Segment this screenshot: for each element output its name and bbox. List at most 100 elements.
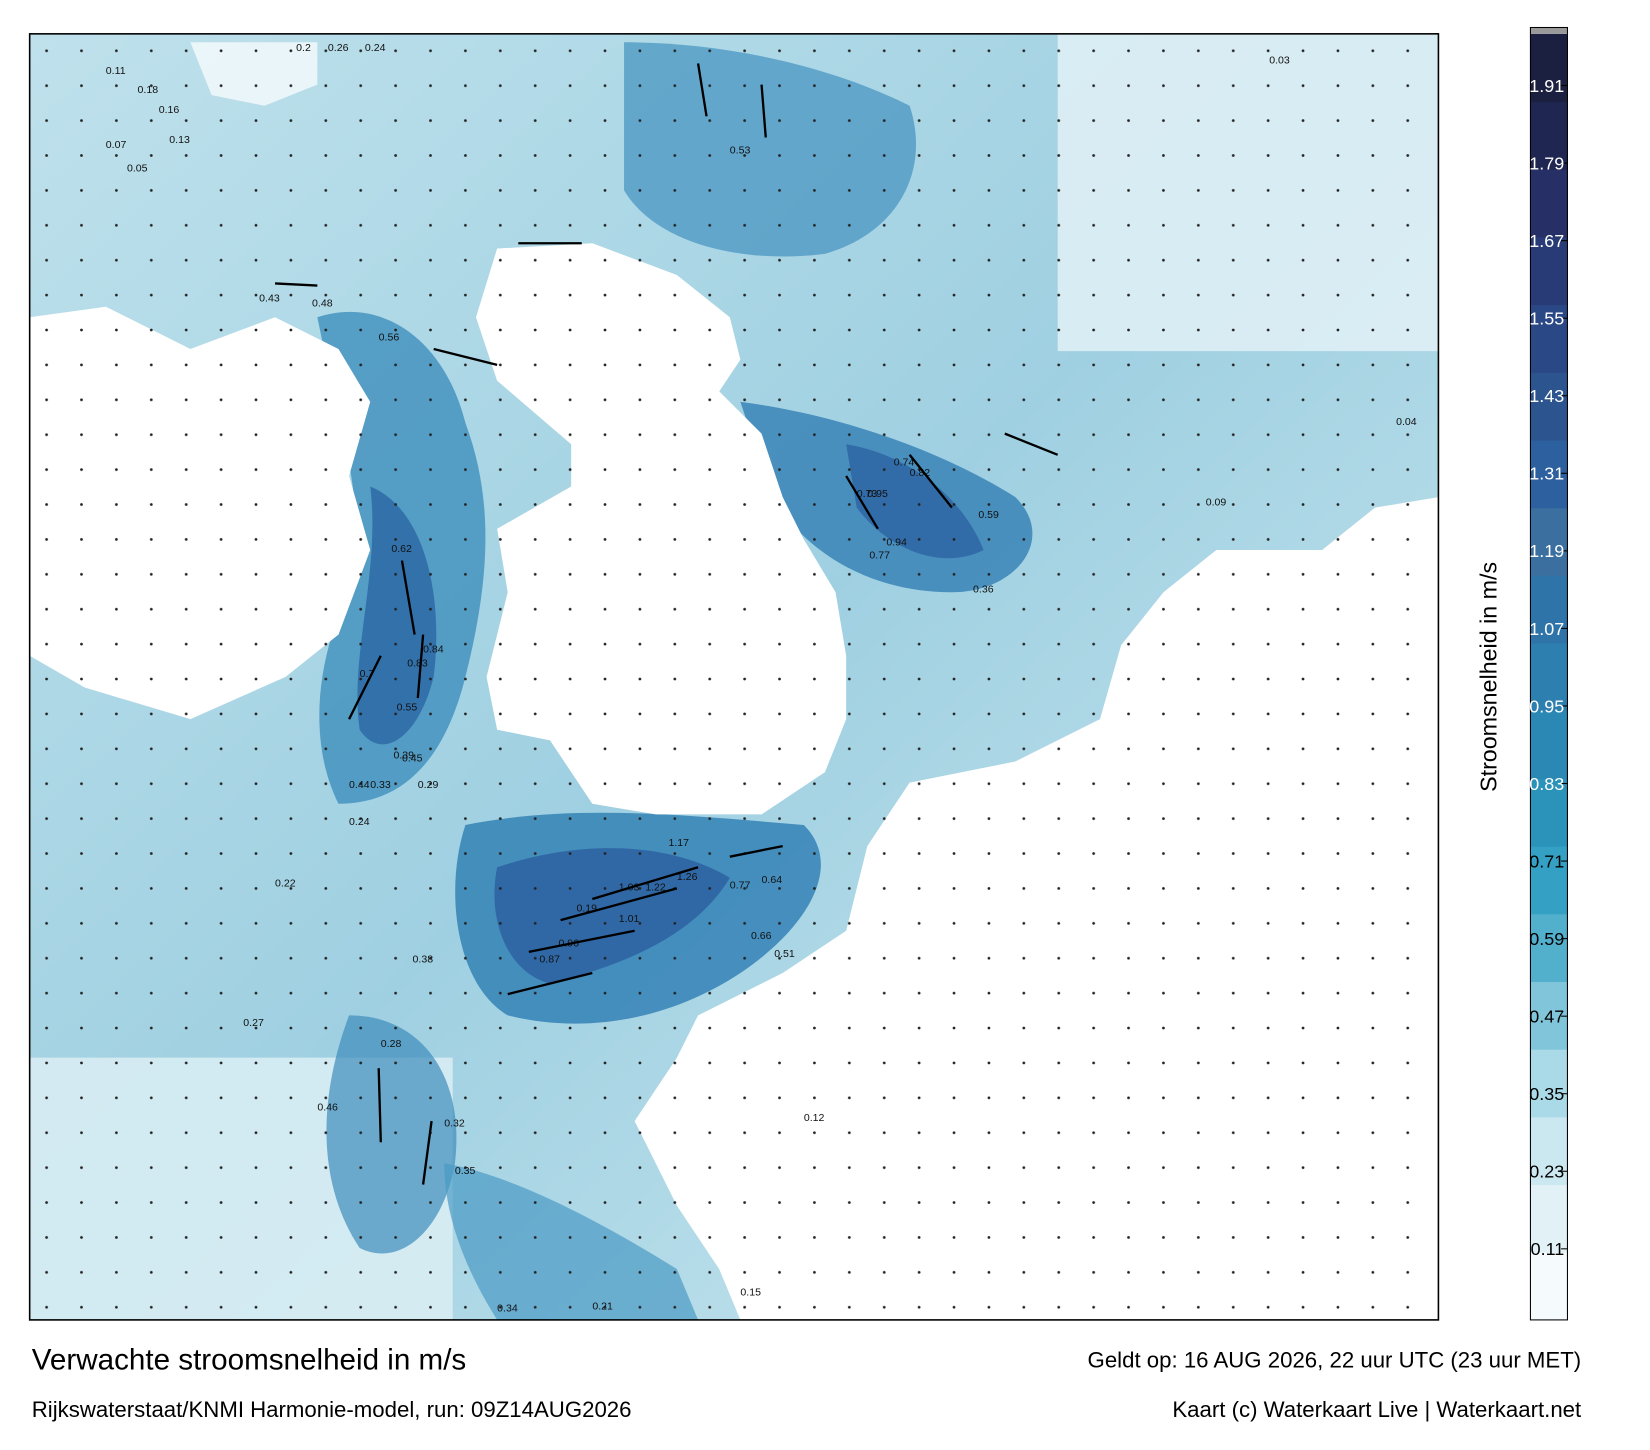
speed-label: 0.09 (1206, 497, 1227, 509)
colorbar-band (1530, 643, 1568, 712)
map-frame (28, 33, 1440, 1321)
colorbar-band (1530, 575, 1568, 644)
colorbar-tick-label: 1.43 (1529, 386, 1564, 406)
speed-label: 0.53 (730, 144, 751, 156)
speed-label: 0.12 (804, 1112, 825, 1124)
speed-label: 0.59 (978, 509, 999, 521)
speed-label: 0.62 (391, 543, 412, 555)
speed-label: 0.19 (576, 903, 597, 915)
current-arrow (760, 84, 767, 138)
current-arrow (908, 454, 953, 509)
colorbar-band (1530, 169, 1568, 238)
current-arrow (729, 844, 783, 858)
speed-label: 0.43 (259, 292, 280, 304)
speed-label: 0.74 (894, 456, 915, 468)
speed-label: 0.51 (774, 948, 795, 960)
current-arrow (433, 347, 498, 367)
colorbar-band (1530, 846, 1568, 915)
speed-label: 0.45 (402, 752, 423, 764)
speed-label: 0.44 (349, 779, 370, 791)
speed-label: 0.56 (379, 332, 400, 344)
speed-label: 0.27 (243, 1017, 264, 1029)
speed-label: 1.17 (668, 837, 689, 849)
credit: Kaart (c) Waterkaart Live | Waterkaart.n… (1172, 1397, 1581, 1422)
colorbar-band (1530, 236, 1568, 306)
speed-label: 0.16 (159, 104, 180, 116)
current-arrows (274, 63, 1059, 1185)
current-arrow (400, 560, 416, 635)
current-arrow (845, 475, 879, 530)
speed-label: 0.32 (444, 1117, 465, 1129)
speed-label: 0.24 (349, 816, 370, 828)
speed-label: 0.66 (751, 930, 772, 942)
speed-label: 0.87 (539, 953, 560, 965)
speed-label: 0.15 (740, 1287, 761, 1299)
colorbar-tick-label: 1.07 (1529, 619, 1564, 639)
colorbar-tick-label: 0.71 (1529, 851, 1564, 871)
colorbar-tick-label: 1.19 (1529, 541, 1564, 561)
speed-label: 0.35 (455, 1165, 476, 1177)
colorbar-tick-label: 0.11 (1531, 1239, 1565, 1259)
speed-label: 0.82 (910, 467, 931, 479)
speed-label: 0.36 (973, 583, 994, 595)
map-area: 0.2 0.26 0.24 0.11 0.180.16 0.13 0.070.05 0.43 0… (29, 33, 1439, 1320)
speed-label: 0.39 (393, 749, 414, 761)
colorbar-band (1530, 1184, 1568, 1253)
speed-label: 0.95 (867, 488, 888, 500)
speed-label: 1.01 (619, 913, 640, 925)
current-arrow (1004, 432, 1059, 456)
colorbar-band (1530, 33, 1568, 103)
colorbar-band (1530, 778, 1568, 847)
speed-label: 0.05 (127, 162, 148, 174)
speed-label: 0.46 (317, 1102, 338, 1114)
colorbar-tick-label: 0.83 (1529, 774, 1564, 794)
speed-label: 0.77 (869, 549, 890, 561)
current-arrow (377, 1068, 382, 1143)
colorbar: 0.11 0.23 0.35 0.47 0.59 0.71 0.83 0.95 1.07 1.19… (1529, 26, 1568, 1321)
speed-label: 0.24 (365, 42, 386, 54)
map-title: Verwachte stroomsnelheid in m/s (32, 1344, 466, 1377)
current-arrow (416, 634, 425, 699)
speed-label: 0.33 (370, 779, 391, 791)
speed-label: 0.22 (275, 877, 296, 889)
current-arrow (507, 971, 593, 996)
colorbar-tick-label: 1.91 (1529, 76, 1564, 96)
speed-label: 1.26 (677, 871, 698, 883)
speed-label: 0.29 (418, 779, 439, 791)
speed-label: 0.34 (497, 1302, 518, 1314)
colorbar-band (1530, 1116, 1568, 1186)
colorbar-tick-label: 0.95 (1529, 696, 1564, 716)
map-subtitle: Rijkswaterstaat/KNMI Harmonie-model, run… (32, 1397, 632, 1422)
vector-grid (29, 33, 1439, 1320)
colorbar-tick-label: 1.67 (1529, 231, 1564, 251)
speed-label: 0.94 (886, 537, 907, 549)
colorbar-band (1530, 1049, 1568, 1118)
speed-label: 0.77 (730, 879, 751, 891)
speed-label: 0.13 (169, 134, 190, 146)
speed-label: 0.64 (762, 874, 783, 886)
speed-label: 0.38 (413, 953, 434, 965)
colorbar-band (1530, 101, 1568, 170)
colorbar-band (1530, 304, 1568, 373)
colorbar-tick-label: 0.23 (1529, 1162, 1564, 1182)
speed-labels: 0.2 0.26 0.24 0.11 0.180.16 0.13 0.070.05 0.43 0… (106, 42, 1417, 1315)
speed-label: 0.11 (106, 65, 126, 77)
speed-label: 0.03 (1269, 54, 1290, 66)
colorbar-tick-label: 1.31 (1529, 464, 1564, 484)
speed-label: 0.21 (592, 1300, 613, 1312)
colorbar-label: Stroomsnelheid in m/s (1476, 562, 1502, 792)
current-arrow (348, 655, 382, 720)
speed-label: 0.2 (296, 42, 311, 54)
speed-label: 0.55 (397, 702, 418, 714)
colorbar-tick-label: 0.59 (1529, 929, 1564, 949)
current-arrow (528, 929, 635, 954)
colorbar-frame (1529, 26, 1568, 1321)
current-arrow (560, 887, 678, 922)
speed-label: 0.48 (312, 298, 333, 310)
colorbar-band (1530, 913, 1568, 983)
colorbar-band (1530, 439, 1568, 509)
colorbar-band (1530, 507, 1568, 576)
speed-label: 0.07 (106, 139, 127, 151)
